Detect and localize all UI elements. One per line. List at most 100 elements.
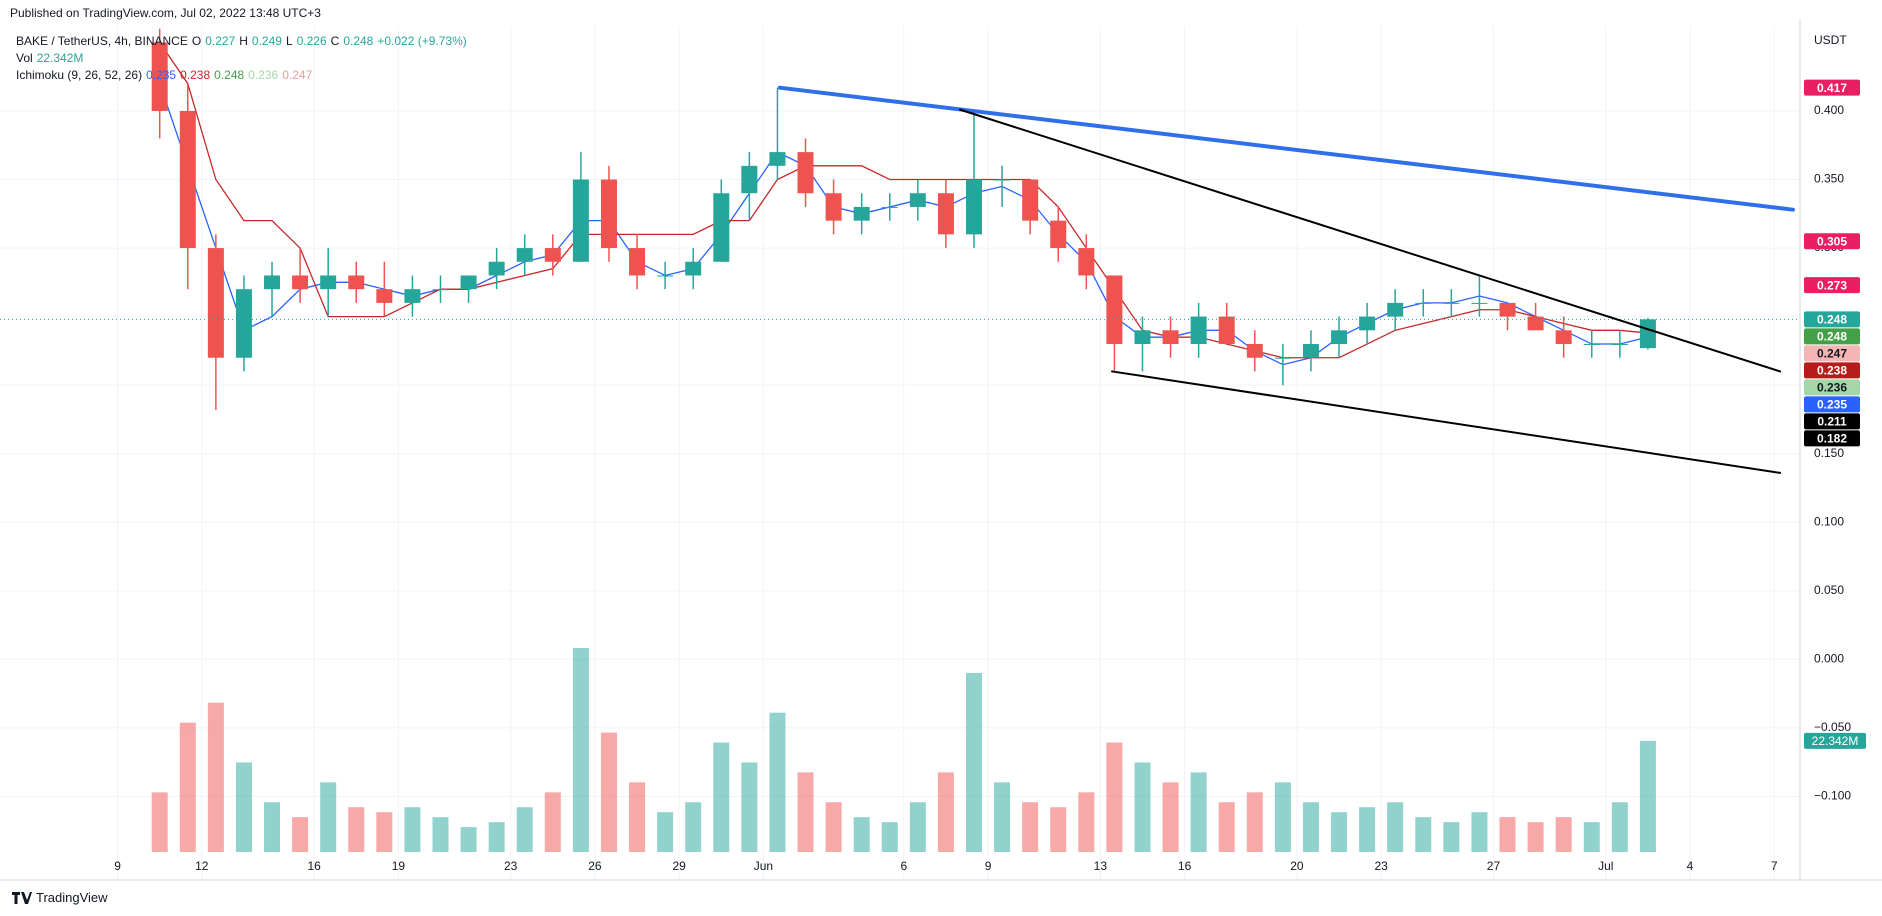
volume-bar <box>966 672 983 852</box>
x-tick-label: 23 <box>504 859 518 873</box>
candle-body <box>1331 330 1348 345</box>
volume-bar <box>1190 772 1207 852</box>
candle-body <box>292 275 309 290</box>
volume-bar <box>1415 817 1432 852</box>
candle-body <box>685 261 702 276</box>
volume-bar <box>544 792 561 852</box>
footer[interactable]: TradingView <box>12 890 108 905</box>
volume-bar <box>1274 782 1291 852</box>
candle-body <box>544 248 561 262</box>
volume-bar <box>292 817 309 852</box>
legend-row: Ichimoku (9, 26, 52, 26) 0.235 0.238 0.248 0… <box>16 67 471 84</box>
candle-body <box>881 206 898 208</box>
volume-bar <box>713 742 730 852</box>
candle-body <box>657 275 674 277</box>
x-tick-label: 12 <box>195 859 209 873</box>
ohlc-label: O <box>191 34 202 48</box>
y-tick-label: −0.050 <box>1814 720 1851 734</box>
x-tick-label: 16 <box>1178 859 1192 873</box>
volume-bar <box>1050 807 1067 852</box>
legend: BAKE / TetherUS, 4h, BINANCE O 0.227 H 0.249… <box>16 33 471 84</box>
volume-bar <box>1106 742 1123 852</box>
candle-body <box>1134 330 1151 345</box>
volume-bar <box>1555 817 1572 852</box>
candle-body <box>713 193 730 262</box>
candle-body <box>909 193 926 207</box>
volume-bar <box>1443 822 1460 852</box>
volume-bar <box>994 782 1011 852</box>
candle-body <box>629 248 646 276</box>
volume-tag <box>1804 732 1866 749</box>
indicator-value: 0.247 <box>282 68 313 82</box>
x-tick-label: 26 <box>588 859 602 873</box>
published-note: Published on TradingView.com, Jul 02, 20… <box>10 6 321 20</box>
candle-body <box>1106 275 1123 345</box>
candle-body <box>797 152 814 194</box>
x-tick-label: 13 <box>1094 859 1108 873</box>
volume-bar <box>1078 792 1095 852</box>
volume-bar <box>1162 782 1179 852</box>
candle-body <box>348 275 365 290</box>
volume-bar <box>179 722 196 852</box>
candle-body <box>825 193 842 221</box>
ohlc-value: 0.249 <box>251 34 282 48</box>
candle-body <box>1471 302 1488 304</box>
y-tick-label: −0.100 <box>1814 789 1851 803</box>
volume-bar <box>657 812 674 852</box>
volume-label: Vol <box>16 51 33 65</box>
trend-line <box>1111 370 1782 474</box>
candle-body <box>1050 220 1067 249</box>
x-tick-label: Jun <box>754 859 773 873</box>
y-tick-label: 0.050 <box>1814 583 1844 597</box>
volume-bar <box>1639 740 1656 852</box>
price-tag <box>1804 413 1860 430</box>
volume-bar <box>797 772 814 852</box>
price-tag <box>1804 79 1860 96</box>
candle-body <box>179 110 196 249</box>
volume-bar <box>629 782 646 852</box>
volume-bar <box>1387 802 1404 852</box>
candle-body <box>432 289 449 291</box>
price-tag <box>1804 277 1860 294</box>
candle-body <box>994 179 1011 181</box>
candle-body <box>1583 344 1600 346</box>
price-tag-label: 0.236 <box>1817 381 1847 395</box>
volume-bar <box>460 827 477 852</box>
candle-body <box>1302 344 1319 358</box>
volume-bar <box>432 817 449 852</box>
price-tag <box>1804 345 1860 362</box>
price-tag-label: 0.273 <box>1817 278 1847 292</box>
candle-body <box>1190 316 1207 345</box>
volume-bar <box>825 802 842 852</box>
volume-bar <box>685 802 702 852</box>
volume-bar <box>1134 762 1151 852</box>
price-tag <box>1804 379 1860 396</box>
volume-bar <box>1246 792 1263 852</box>
indicator-value: 0.235 <box>146 68 177 82</box>
candle-body <box>741 165 758 194</box>
volume-bar <box>320 782 337 852</box>
candle-body <box>1499 302 1516 317</box>
volume-bar <box>600 732 617 852</box>
price-tag-label: 0.305 <box>1817 234 1847 248</box>
volume-bar <box>853 817 870 852</box>
indicator-value: 0.238 <box>180 68 211 82</box>
trend-line <box>777 85 1795 212</box>
x-tick-label: 4 <box>1687 859 1694 873</box>
price-tag-label: 0.248 <box>1817 313 1847 327</box>
candle-body <box>320 275 337 290</box>
volume-bar <box>1302 802 1319 852</box>
candle-body <box>1639 319 1656 349</box>
volume-bar <box>376 812 393 852</box>
volume-bar <box>488 822 505 852</box>
ohlc-label: H <box>239 34 248 48</box>
x-tick-label: Jul <box>1598 859 1613 873</box>
ohlc-value: 0.226 <box>296 34 327 48</box>
volume-bar <box>1022 802 1039 852</box>
candle-body <box>376 289 393 303</box>
x-tick-label: 29 <box>672 859 686 873</box>
candle-body <box>404 289 421 303</box>
volume-bar <box>516 807 533 852</box>
y-tick-label: 0.150 <box>1814 446 1844 460</box>
ohlc-label: L <box>285 34 293 48</box>
